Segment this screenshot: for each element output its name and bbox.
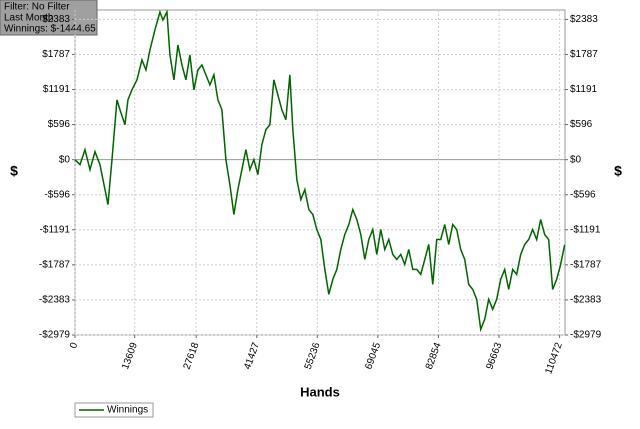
y-tick-label: -$2383: [39, 295, 71, 306]
y-tick-label: $2383: [42, 14, 70, 25]
y2-tick-label: -$1787: [570, 259, 602, 270]
legend: [74, 402, 154, 418]
y-tick-label: $1787: [42, 49, 70, 60]
x-axis-label: Hands: [300, 384, 340, 399]
y2-axis-label: $: [614, 163, 622, 179]
y2-tick-label: $596: [570, 119, 593, 130]
y2-tick-label: -$1191: [570, 224, 601, 235]
y-tick-label: -$1191: [40, 224, 71, 235]
y2-tick-label: -$2979: [570, 330, 602, 341]
y-tick-label: $596: [48, 119, 71, 130]
info-period: Last Month: [4, 13, 53, 24]
legend-label: Winnings: [107, 405, 148, 416]
y-tick-label: -$596: [44, 189, 70, 200]
y2-tick-label: $2383: [570, 14, 598, 25]
info-box: [0, 0, 98, 36]
y-tick-label: $0: [59, 154, 71, 165]
y-tick-label: -$1787: [39, 259, 71, 270]
y-tick-label: $1191: [43, 84, 71, 95]
y2-tick-label: $1787: [570, 49, 598, 60]
line: [74, 9, 566, 333]
info-winnings: Winnings: $-1444.65: [4, 24, 96, 35]
y2-tick-label: $1191: [570, 84, 598, 95]
y-axis-label: $: [10, 163, 18, 179]
y2-tick-label: $0: [570, 154, 582, 165]
y-tick-label: -$2979: [39, 330, 71, 341]
y2-tick-label: -$596: [570, 189, 596, 200]
info-filter: Filter: No Filter: [4, 2, 70, 13]
y2-tick-label: -$2383: [570, 295, 602, 306]
plot-area: [74, 9, 566, 336]
x-tick-label: 0: [68, 341, 80, 350]
